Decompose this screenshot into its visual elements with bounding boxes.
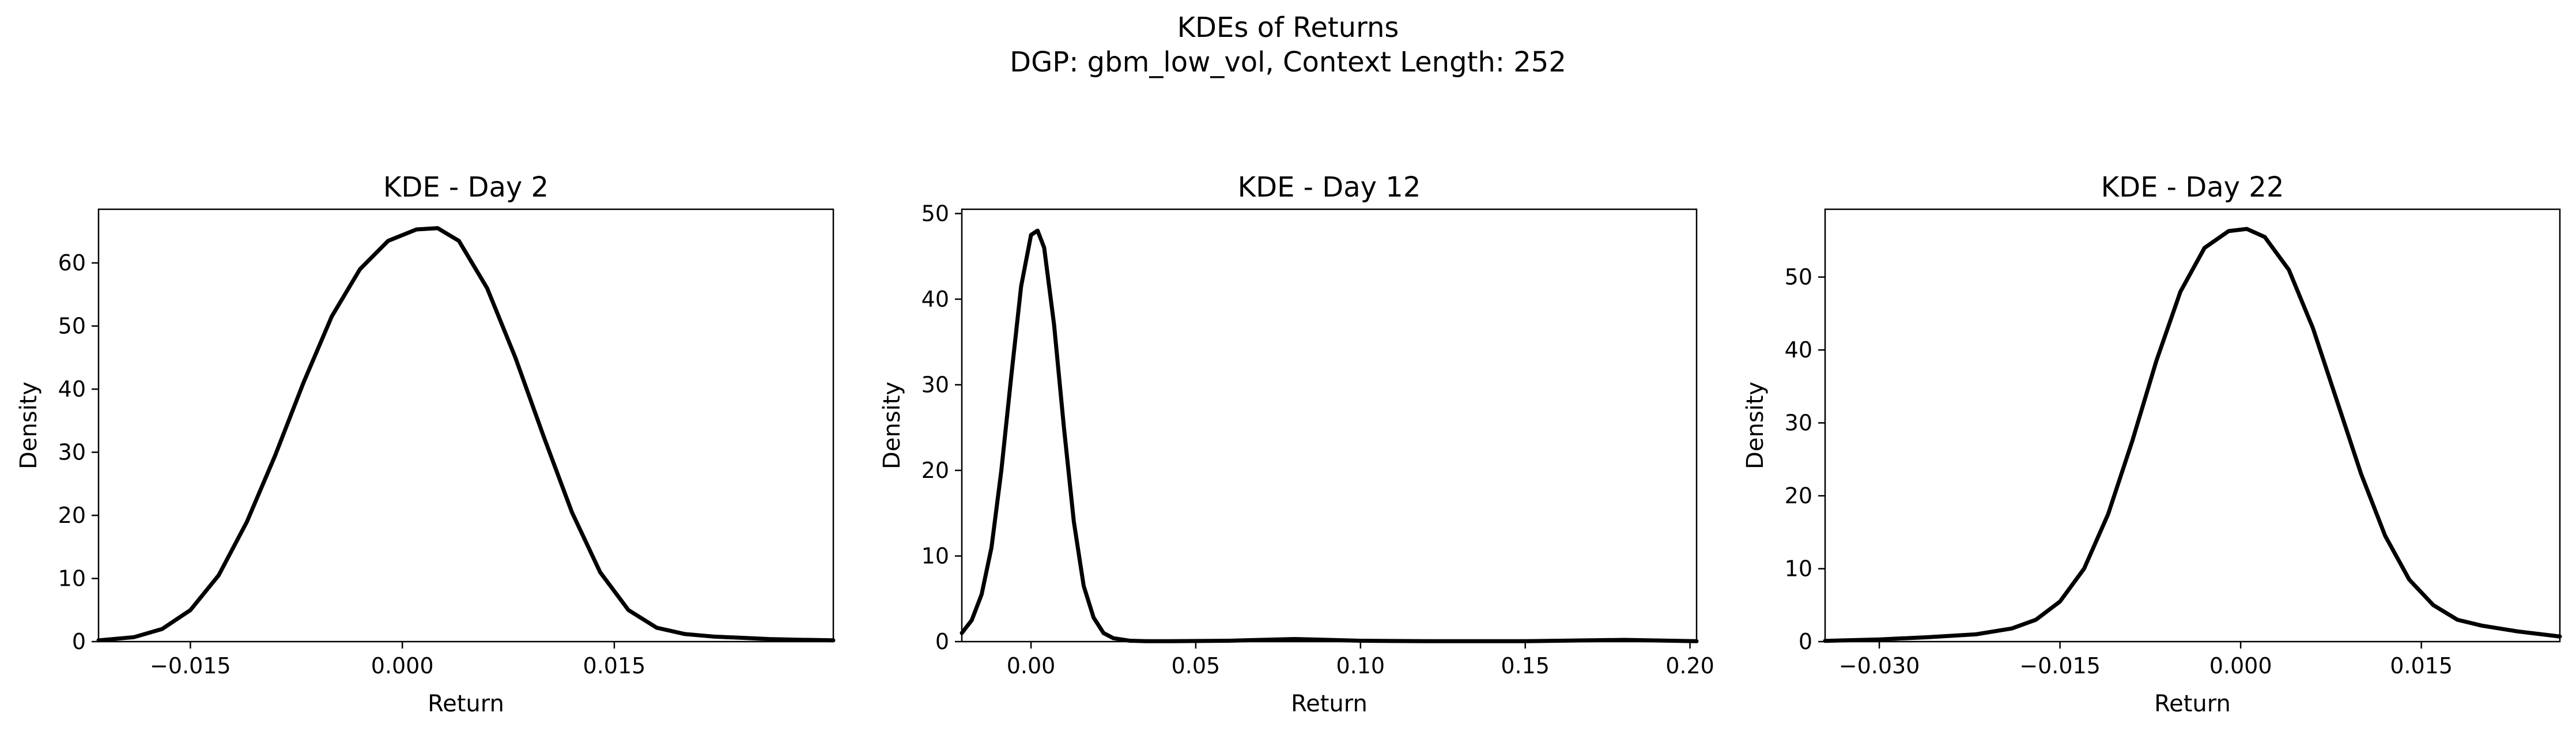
chart2-y-tick-label: 30 (921, 372, 949, 397)
chart1-y-axis-label: Density (16, 382, 42, 469)
chart3-y-tick-label: 20 (1785, 483, 1812, 508)
chart3-panel: −0.030 −0.015 0.000 0.015 0 10 20 30 40 50 KDE - D… (1742, 171, 2562, 717)
chart2-y-tick-label: 10 (921, 543, 949, 568)
chart1-kde-line (96, 226, 836, 643)
chart2-y-tick-label: 40 (921, 287, 949, 312)
chart3-kde-line (1823, 227, 2562, 643)
chart3-x-tick-label: 0.015 (2390, 653, 2453, 679)
chart2-panel: 0.00 0.05 0.10 0.15 0.20 0 10 20 30 40 50 KDE - Day… (879, 171, 1714, 717)
chart3-y-axis-label: Density (1742, 382, 1769, 469)
chart1-x-tick-label: 0.000 (371, 653, 434, 679)
chart3-x-tick-label: 0.000 (2209, 653, 2272, 679)
chart2-y-tick-label: 20 (921, 458, 949, 483)
chart2-x-tick-label: 0.00 (1007, 653, 1056, 679)
chart2-x-axis-label: Return (1291, 691, 1368, 717)
chart1-title: KDE - Day 2 (383, 171, 549, 203)
chart1-y-tick-label: 20 (58, 503, 86, 528)
chart1-y-tick-label: 0 (72, 629, 86, 654)
chart2-title: KDE - Day 12 (1238, 171, 1421, 203)
chart2-y-axis-label: Density (879, 382, 905, 469)
chart1-panel: −0.015 0.000 0.015 0 10 20 30 40 50 60 KDE - Day 2… (16, 171, 836, 717)
chart2-y-tick-label: 0 (935, 629, 949, 654)
chart1-x-axis-label: Return (428, 691, 504, 717)
chart1-y-tick-label: 10 (58, 566, 86, 591)
chart2-kde-line (960, 228, 1699, 643)
chart3-y-tick-label: 0 (1799, 629, 1812, 654)
chart1-axes-frame (97, 208, 834, 643)
chart3-y-tick-label: 40 (1785, 337, 1812, 363)
chart2-axes-frame (961, 208, 1698, 643)
chart1-x-tick-label: −0.015 (150, 653, 231, 679)
chart3-axes-frame (1824, 208, 2561, 643)
chart2-x-tick-label: 0.10 (1336, 653, 1385, 679)
chart2-x-tick-label: 0.05 (1172, 653, 1221, 679)
chart1-y-tick-label: 30 (58, 440, 86, 465)
chart1-y-tick-label: 50 (58, 314, 86, 339)
chart3-y-tick-label: 30 (1785, 410, 1812, 436)
chart1-y-tick-label: 60 (58, 250, 86, 276)
chart2-x-tick-label: 0.20 (1665, 653, 1714, 679)
chart2-y-tick-label: 50 (921, 201, 949, 226)
figure-title-line2: DGP: gbm_low_vol, Context Length: 252 (1010, 46, 1566, 78)
chart1-x-tick-label: 0.015 (583, 653, 646, 679)
chart2-x-tick-label: 0.15 (1501, 653, 1550, 679)
figure-title-line1: KDEs of Returns (1177, 12, 1399, 44)
chart3-x-tick-label: −0.015 (2019, 653, 2101, 679)
chart3-x-tick-label: −0.030 (1839, 653, 1920, 679)
chart3-y-tick-label: 50 (1785, 265, 1812, 290)
chart3-x-axis-label: Return (2154, 691, 2231, 717)
chart3-title: KDE - Day 22 (2101, 171, 2284, 203)
chart3-y-tick-label: 10 (1785, 556, 1812, 582)
chart1-y-tick-label: 40 (58, 376, 86, 402)
